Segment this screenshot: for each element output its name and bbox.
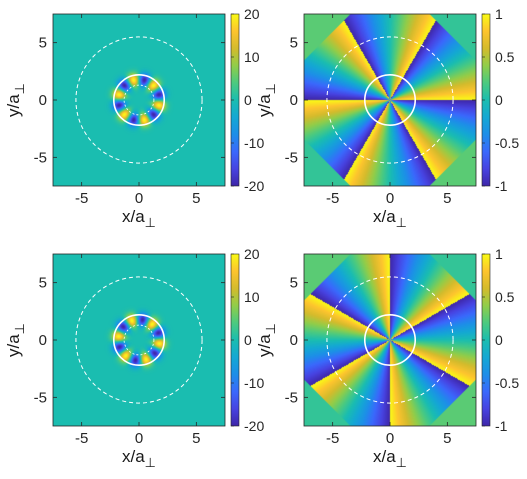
colorbar-tick-label: 0 (495, 92, 503, 108)
phase-field-map (304, 14, 476, 186)
colorbar-tick-label: 20 (244, 6, 260, 22)
x-tick-label: 5 (443, 430, 451, 447)
y-axis-label: y/a⊥ (4, 323, 27, 357)
panel-1: -5 0 5 -5 0 5 x/a⊥ y/a⊥ 20 10 0 -10 -20 (4, 6, 264, 230)
y-axis-label: y/a⊥ (4, 83, 27, 117)
dashed-circle (75, 276, 203, 404)
colorbar-tick-label: 1 (495, 6, 503, 22)
y-tick-label: 0 (39, 92, 47, 109)
y-tick-label: 5 (39, 275, 47, 292)
solid-circle (363, 73, 417, 127)
x-tick-label: 0 (386, 190, 394, 207)
x-axis-label: x/a⊥ (373, 207, 407, 230)
y-axis-label: y/a⊥ (255, 83, 278, 117)
colorbar-tick-label: -1 (495, 178, 508, 194)
y-tick-label: 5 (290, 35, 298, 52)
x-tick-label: 0 (135, 190, 143, 207)
colorbar-tick-label: 0 (244, 332, 252, 348)
panel-2: -5 0 5 -5 0 5 x/a⊥ y/a⊥ 1 0.5 0 -0.5 -1 (255, 6, 519, 230)
x-axis-label: x/a⊥ (373, 447, 407, 470)
y-tick-label: 0 (39, 332, 47, 349)
x-tick-label: -5 (75, 190, 88, 207)
y-tick-label: 5 (290, 275, 298, 292)
panel-4: -5 0 5 -5 0 5 x/a⊥ y/a⊥ 1 0.5 0 -0.5 -1 (255, 246, 519, 470)
dashed-circle (326, 276, 454, 404)
x-tick-label: -5 (326, 190, 339, 207)
inner-dashed-circle (123, 84, 155, 116)
colorbar-tick-label: 10 (244, 289, 260, 305)
colorbar-tick-label: -10 (244, 135, 264, 151)
solid-circle (112, 73, 166, 127)
y-tick-label: -5 (34, 389, 47, 406)
y-tick-label: 0 (290, 332, 298, 349)
x-axis-label: x/a⊥ (122, 207, 156, 230)
colorbar-tick-label: -1 (495, 418, 508, 434)
density-field-map (53, 254, 225, 426)
x-tick-label: 0 (386, 430, 394, 447)
inner-dashed-circle (123, 324, 155, 356)
colorbar-tick-label: 1 (495, 246, 503, 262)
y-tick-label: 0 (290, 92, 298, 109)
x-tick-label: 5 (192, 430, 200, 447)
x-tick-label: 5 (192, 190, 200, 207)
solid-circle (363, 313, 417, 367)
y-tick-label: 5 (39, 35, 47, 52)
colorbar-tick-label: 0 (495, 332, 503, 348)
density-field-map (53, 14, 225, 186)
colorbar-tick-label: -10 (244, 375, 264, 391)
colorbar-tick-label: 10 (244, 49, 260, 65)
y-tick-label: -5 (285, 389, 298, 406)
colorbar-tick-label: -20 (244, 418, 264, 434)
colorbar-tick-label: 0 (244, 92, 252, 108)
phase-field-map (304, 254, 476, 426)
colorbar-tick-label: 0.5 (495, 289, 515, 305)
colorbar-tick-label: -0.5 (495, 375, 519, 391)
y-tick-label: -5 (285, 149, 298, 166)
dashed-circle (326, 36, 454, 164)
solid-circle (112, 313, 166, 367)
x-tick-label: 5 (443, 190, 451, 207)
x-axis-label: x/a⊥ (122, 447, 156, 470)
colorbar-tick-label: 20 (244, 246, 260, 262)
colorbar-tick-label: -20 (244, 178, 264, 194)
panel-3: -5 0 5 -5 0 5 x/a⊥ y/a⊥ 20 10 0 -10 -20 (4, 246, 264, 470)
y-axis-label: y/a⊥ (255, 323, 278, 357)
colorbar-tick-label: 0.5 (495, 49, 515, 65)
x-tick-label: 0 (135, 430, 143, 447)
y-tick-label: -5 (34, 149, 47, 166)
colorbar-tick-label: -0.5 (495, 135, 519, 151)
x-tick-label: -5 (326, 430, 339, 447)
dashed-circle (75, 36, 203, 164)
x-tick-label: -5 (75, 430, 88, 447)
